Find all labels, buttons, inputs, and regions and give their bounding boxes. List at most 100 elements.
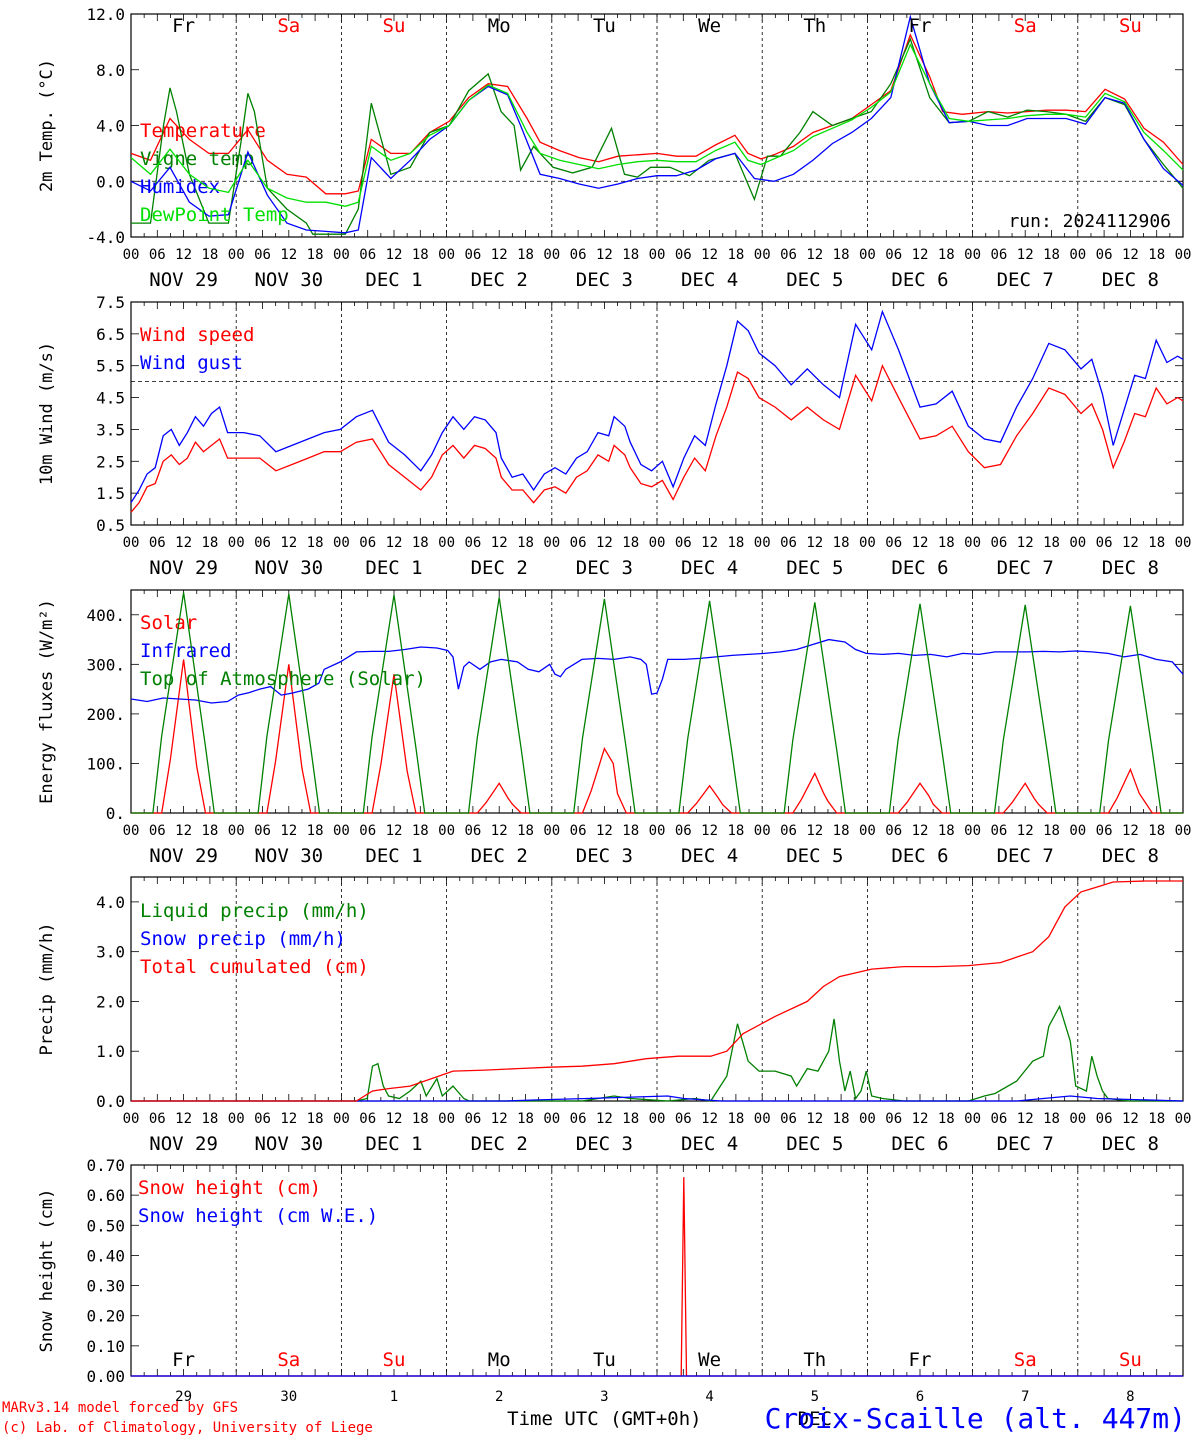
- panel-frame: [130, 13, 1184, 238]
- day-label: DEC 2: [471, 269, 528, 291]
- hour-tick-label: 12: [386, 823, 403, 839]
- day-label: DEC 6: [891, 557, 948, 579]
- hour-tick-label: 12: [386, 1111, 403, 1127]
- hour-tick-label: 06: [1096, 247, 1113, 263]
- day-label: DEC 1: [365, 557, 422, 579]
- panel-frame: [130, 589, 1184, 814]
- day-number-label: 8: [1126, 1389, 1134, 1405]
- hour-tick-label: 06: [149, 247, 166, 263]
- weekday-label: We: [698, 1349, 721, 1371]
- day-label: NOV 29: [149, 269, 218, 291]
- hour-tick-label: 18: [622, 535, 639, 551]
- hour-tick-label: 18: [412, 823, 429, 839]
- hour-tick-label: 00: [754, 535, 771, 551]
- day-number-label: 4: [705, 1389, 713, 1405]
- hour-tick-label: 00: [228, 823, 245, 839]
- y-tick-label: 0.: [106, 804, 125, 823]
- hour-tick-label: 06: [254, 1111, 271, 1127]
- hour-tick-label: 00: [228, 1111, 245, 1127]
- hour-tick-label: 00: [123, 247, 140, 263]
- hour-tick-label: 18: [622, 823, 639, 839]
- y-tick-label: 0.5: [96, 516, 125, 535]
- y-tick-label: 4.5: [96, 389, 125, 408]
- hour-tick-label: 06: [780, 823, 797, 839]
- weekday-label: Mo: [488, 15, 511, 37]
- hour-tick-label: 00: [859, 247, 876, 263]
- hour-tick-label: 12: [806, 1111, 823, 1127]
- hour-tick-label: 00: [859, 1111, 876, 1127]
- y-axis-label: Snow height (cm): [37, 1189, 57, 1353]
- hour-tick-label: 18: [938, 1111, 955, 1127]
- panel-3: 0. 100. 200. 300. 400. Energy fluxes (W/m²) So…: [37, 589, 1191, 867]
- series-line-vigne-temp: [131, 37, 1184, 235]
- hour-tick-label: 06: [570, 1111, 587, 1127]
- y-tick-label: 5.5: [96, 357, 125, 376]
- day-label: NOV 29: [149, 1133, 218, 1155]
- hour-tick-label: 00: [859, 823, 876, 839]
- hour-tick-label: 18: [201, 1111, 218, 1127]
- day-number-label: 3: [600, 1389, 608, 1405]
- weekday-label: Fr: [172, 15, 195, 37]
- hour-tick-label: 12: [806, 535, 823, 551]
- legend-label: Vigne temp: [140, 148, 254, 170]
- hour-tick-label: 12: [701, 247, 718, 263]
- y-tick-label: 300.: [86, 655, 125, 674]
- hour-tick-label: 00: [438, 1111, 455, 1127]
- hour-tick-label: 06: [570, 247, 587, 263]
- day-label: DEC 7: [997, 1133, 1054, 1155]
- hour-tick-label: 00: [543, 823, 560, 839]
- day-label: DEC 6: [891, 1133, 948, 1155]
- y-tick-label: 1.0: [96, 1042, 125, 1061]
- hour-tick-label: 12: [175, 1111, 192, 1127]
- hour-tick-label: 12: [1122, 247, 1139, 263]
- weekday-label: Tu: [593, 15, 616, 37]
- lab-credit: (c) Lab. of Climatology, University of L…: [2, 1420, 373, 1436]
- hour-tick-label: 12: [280, 1111, 297, 1127]
- hour-tick-label: 00: [333, 247, 350, 263]
- weekday-label: Tu: [593, 1349, 616, 1371]
- hour-tick-label: 00: [438, 535, 455, 551]
- hour-tick-label: 00: [123, 1111, 140, 1127]
- hour-tick-label: 12: [701, 535, 718, 551]
- y-tick-label: 200.: [86, 705, 125, 724]
- hour-tick-label: 00: [228, 535, 245, 551]
- hour-tick-label: 00: [964, 535, 981, 551]
- hour-tick-label: 00: [333, 823, 350, 839]
- weekday-label: We: [698, 15, 721, 37]
- hour-tick-label: 12: [806, 247, 823, 263]
- hour-tick-label: 06: [780, 1111, 797, 1127]
- day-label: DEC 1: [365, 1133, 422, 1155]
- hour-tick-label: 00: [228, 247, 245, 263]
- hour-tick-label: 06: [464, 535, 481, 551]
- day-number-label: 6: [916, 1389, 924, 1405]
- hour-tick-label: 18: [727, 535, 744, 551]
- hour-tick-label: 00: [649, 535, 666, 551]
- y-tick-label: 0.0: [96, 1092, 125, 1111]
- hour-tick-label: 00: [1069, 535, 1086, 551]
- legend-label: Total cumulated (cm): [140, 956, 369, 978]
- hour-tick-label: 06: [570, 823, 587, 839]
- hour-tick-label: 06: [885, 535, 902, 551]
- hour-tick-label: 12: [386, 535, 403, 551]
- legend-label: DewPoint Temp: [140, 204, 289, 226]
- hour-tick-label: 06: [254, 247, 271, 263]
- legend-label: Snow precip (mm/h): [140, 928, 346, 950]
- series-line-total-cumulated-cm: [131, 880, 1183, 1102]
- series-line-wind-gust: [130, 309, 1184, 504]
- day-label: DEC 4: [681, 845, 738, 867]
- y-tick-label: 0.60: [86, 1186, 125, 1205]
- hour-tick-label: 06: [675, 535, 692, 551]
- hour-tick-label: 00: [123, 823, 140, 839]
- hour-tick-label: 18: [833, 1111, 850, 1127]
- day-label: DEC 2: [471, 1133, 528, 1155]
- hour-tick-label: 12: [1017, 247, 1034, 263]
- hour-tick-label: 00: [754, 1111, 771, 1127]
- y-tick-label: 400.: [86, 606, 125, 625]
- hour-tick-label: 12: [1017, 823, 1034, 839]
- hour-tick-label: 00: [1069, 247, 1086, 263]
- hour-tick-label: 18: [307, 823, 324, 839]
- hour-tick-label: 06: [254, 535, 271, 551]
- hour-tick-label: 06: [885, 1111, 902, 1127]
- y-tick-label: 8.0: [96, 61, 125, 80]
